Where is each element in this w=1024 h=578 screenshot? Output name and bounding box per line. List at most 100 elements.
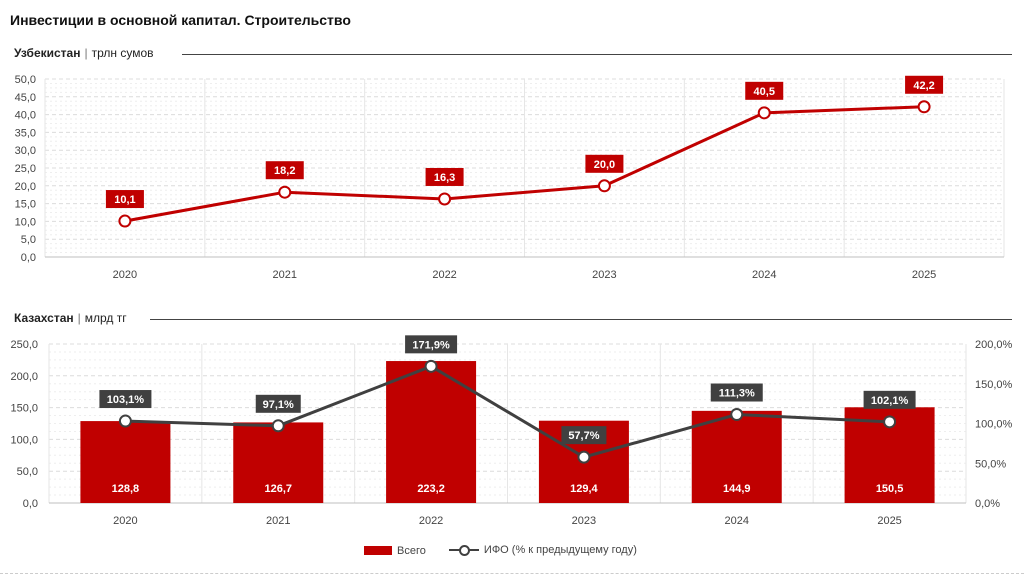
kz-ifo-label-box [99,390,152,409]
uz-section-header: Узбекистан | трлн сумов [14,46,154,60]
kz-ytick-left-label: 0,0 [23,498,38,510]
uz-data-label-box [265,161,304,180]
kz-ytick-right-label: 100,0% [975,419,1013,431]
bottom-divider [0,573,1024,574]
uz-line-chart: 0,0 5,0 10,0 15,0 20,0 25,0 30,0 35,0 40,0 45,0 50… [15,74,1005,281]
uz-point [118,214,132,228]
uz-data-label: 40,5 [754,86,775,98]
kz-ifo-point [271,419,285,433]
uz-ytick-label: 40,0 [15,110,36,122]
kz-bar [233,422,324,503]
kz-bar-label: 144,9 [723,483,751,495]
kz-ytick-left-label: 50,0 [17,466,38,478]
kz-xtick-label: 2022 [419,515,443,527]
uz-xtick-label: 2025 [912,269,936,281]
uz-ytick-label: 20,0 [15,181,36,193]
uz-data-label: 16,3 [434,172,455,184]
legend-label-total: Всего [397,544,426,557]
uz-data-label-box [745,81,784,100]
uz-ytick-label: 35,0 [15,127,36,139]
uz-unit-label: трлн сумов [91,46,154,60]
legend-item-ifo: ИФО (% к предыдущему году) [448,544,637,556]
uz-point [278,185,292,199]
chart-title: Инвестиции в основной капитал. Строитель… [10,12,351,28]
kz-ytick-left-label: 200,0 [10,371,38,383]
uz-ytick-label: 25,0 [15,163,36,175]
legend-line-swatch [448,545,479,556]
kz-ifo-line [125,364,890,459]
kz-ytick-left-label: 100,0 [10,434,38,446]
kz-xtick-label: 2021 [266,515,290,527]
kz-unit-label: млрд тг [84,311,127,325]
kz-ytick-right-label: 0,0% [975,498,1000,510]
kz-ytick-right-label: 50,0% [975,458,1006,470]
kz-section-header: Казахстан | млрд тг [14,311,127,325]
kz-bar-label: 150,5 [876,483,904,495]
kz-xtick-label: 2020 [113,515,137,527]
uz-ytick-label: 50,0 [15,74,36,86]
uz-data-label-box [585,154,624,173]
legend: Всего ИФО (% к предыдущему году) [364,544,657,558]
kz-ifo-point [883,415,897,429]
kz-xtick-label: 2024 [725,515,749,527]
kz-ifo-label-box [710,383,763,402]
uz-xtick-label: 2022 [432,269,456,281]
kz-bar-label: 129,4 [570,483,598,495]
kz-ifo-label: 57,7% [568,430,599,442]
kz-bar-line-chart: 0,0 50,0 100,0 150,0 200,0 250,0 0,0% 50,0% 100,… [10,335,1013,527]
uz-xtick-label: 2024 [752,269,776,281]
uz-data-label: 18,2 [274,165,295,177]
kz-ifo-point [577,450,591,464]
kz-xtick-label: 2023 [572,515,596,527]
kz-ifo-label-box [255,394,301,413]
kz-ytick-left-label: 150,0 [10,403,38,415]
kz-ifo-point [730,408,744,422]
uz-ytick-label: 0,0 [21,252,36,264]
kz-bar-label: 128,8 [112,483,140,495]
uz-ytick-label: 15,0 [15,199,36,211]
uz-point [438,192,452,206]
legend-item-total: Всего [364,545,426,557]
kz-ifo-label: 171,9% [412,339,450,351]
kz-ytick-right-label: 200,0% [975,339,1013,351]
legend-bar-swatch [364,546,392,555]
uz-data-label-box [905,75,944,94]
kz-ifo-label-box [405,335,458,354]
uz-point [917,100,931,114]
uz-point [757,106,771,120]
kz-country-label: Казахстан [14,311,74,325]
kz-ifo-label: 103,1% [107,394,145,406]
kz-ifo-label-box [863,390,916,409]
uz-data-label: 42,2 [913,80,934,92]
uz-data-label: 10,1 [114,194,135,206]
uz-data-label-box [425,167,464,186]
kz-xtick-label: 2025 [877,515,901,527]
uz-ytick-label: 5,0 [21,234,36,246]
kz-bar [691,410,782,503]
kz-bar [386,361,477,503]
uz-point [597,179,611,193]
kz-header-rule [150,319,1012,320]
uz-series-line [124,105,925,223]
kz-ifo-label: 97,1% [263,399,294,411]
kz-ifo-label: 102,1% [871,395,909,407]
uz-data-label-box [105,190,144,209]
uz-header-rule [182,54,1012,55]
kz-ifo-point [424,359,438,373]
uz-data-label: 20,0 [594,159,615,171]
uz-xtick-label: 2020 [113,269,137,281]
uz-ytick-label: 30,0 [15,145,36,157]
kz-ytick-right-label: 150,0% [975,379,1013,391]
uz-ytick-label: 10,0 [15,216,36,228]
kz-ifo-label-box [561,426,607,445]
uz-xtick-label: 2023 [592,269,616,281]
kz-bar-label: 126,7 [264,483,292,495]
kz-bar [80,421,171,503]
uz-ytick-label: 45,0 [15,92,36,104]
kz-ifo-point [118,414,132,428]
kz-ifo-label: 111,3% [719,388,755,400]
kz-ytick-left-label: 250,0 [10,339,38,351]
uz-country-label: Узбекистан [14,46,81,60]
legend-label-ifo: ИФО (% к предыдущему году) [483,544,637,556]
